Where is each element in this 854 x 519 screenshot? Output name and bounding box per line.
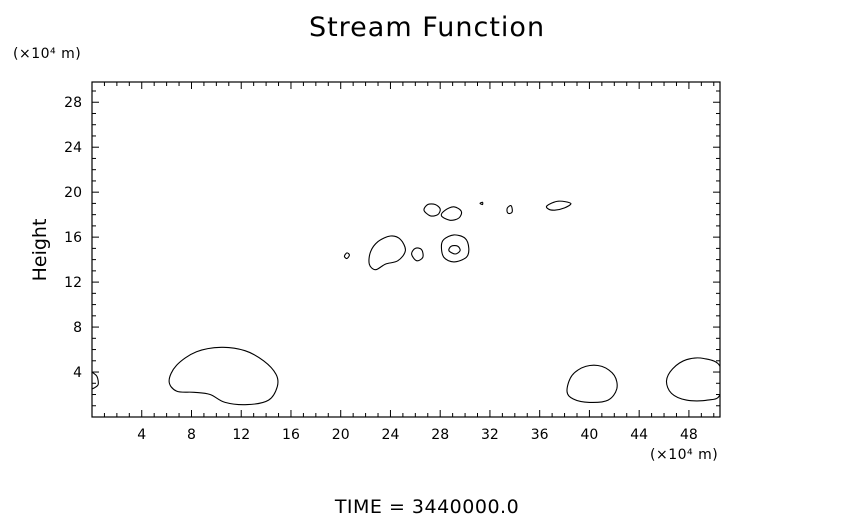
x-tick-label: 36	[531, 427, 549, 443]
y-tick-label: 20	[64, 185, 82, 201]
y-axis-label: Height	[29, 218, 51, 282]
plot-frame	[91, 81, 721, 418]
contour-line	[343, 252, 350, 260]
contour-line	[545, 200, 572, 211]
y-tick-label: 16	[64, 230, 82, 246]
y-tick-label: 8	[73, 320, 82, 336]
x-tick-label: 40	[581, 427, 599, 443]
y-tick-label: 28	[64, 95, 82, 111]
contour-lines	[92, 200, 720, 406]
contour-line	[440, 234, 470, 263]
x-tick-label: 28	[431, 427, 449, 443]
x-tick-label: 4	[137, 427, 146, 443]
contour-line	[506, 205, 513, 215]
contour-line	[411, 247, 424, 262]
x-tick-label: 20	[332, 427, 350, 443]
contour-line	[368, 235, 406, 271]
x-tick-label: 32	[481, 427, 499, 443]
x-axis-unit: (×10⁴ m)	[650, 447, 719, 463]
contour-line	[665, 357, 720, 402]
contour-line	[448, 245, 461, 255]
contour-line	[479, 201, 484, 206]
x-tick-label: 48	[680, 427, 698, 443]
y-axis-unit: (×10⁴ m)	[13, 46, 82, 62]
axis-ticks	[92, 82, 720, 417]
contour-line	[423, 203, 441, 217]
x-tick-label: 12	[232, 427, 250, 443]
x-tick-label: 8	[187, 427, 196, 443]
time-footer: TIME = 3440000.0	[334, 496, 520, 518]
x-tick-label: 44	[630, 427, 648, 443]
y-tick-label: 24	[64, 140, 82, 156]
chart-title: Stream Function	[308, 12, 546, 43]
x-tick-label: 24	[382, 427, 400, 443]
y-tick-label: 4	[73, 365, 82, 381]
contour-line	[566, 364, 618, 404]
y-tick-label: 12	[64, 275, 82, 291]
contour-line	[440, 206, 463, 221]
contour-line	[92, 371, 99, 390]
x-tick-label: 16	[282, 427, 300, 443]
contour-line	[168, 346, 279, 406]
